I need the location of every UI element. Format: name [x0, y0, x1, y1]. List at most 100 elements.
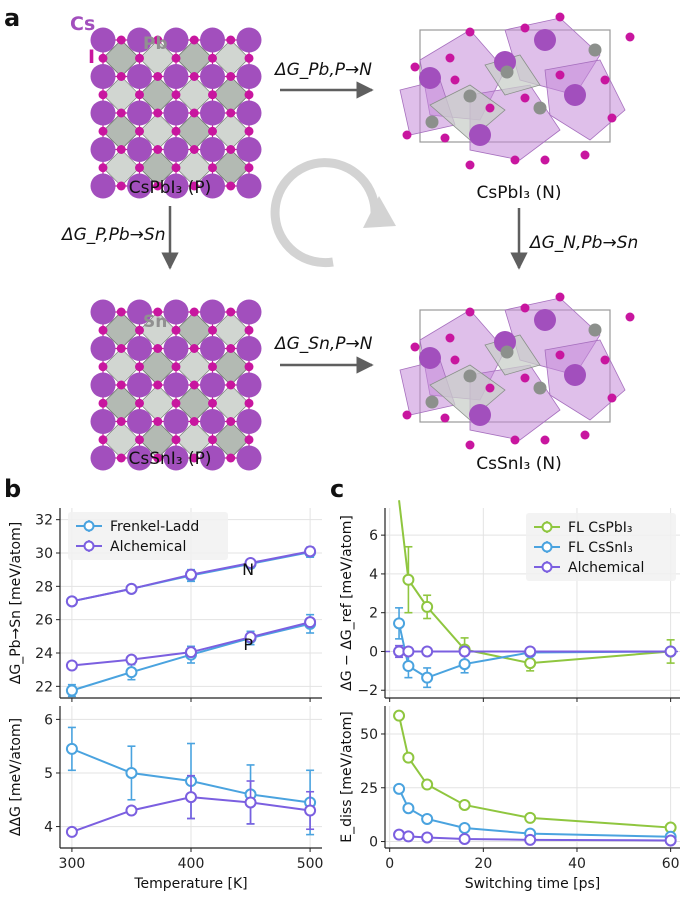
- i-atom: [153, 417, 163, 426]
- i-atom: [244, 398, 254, 408]
- data-point: [125, 653, 138, 666]
- cs-atom: [200, 137, 225, 162]
- i-atom: [208, 398, 217, 408]
- y-tick-label: 24: [35, 646, 53, 662]
- i-atom: [244, 90, 254, 100]
- legend-box: [526, 513, 676, 581]
- legend-box: [68, 512, 228, 560]
- cs-atom: [127, 64, 152, 89]
- cs-atom: [163, 137, 189, 162]
- data-point: [421, 831, 434, 844]
- cs-atom: [236, 372, 262, 398]
- legend-marker: [541, 541, 553, 553]
- i-atom: [171, 325, 181, 335]
- i-atom: [135, 398, 144, 408]
- i-atom: [450, 355, 460, 365]
- cs-atom: [90, 409, 116, 434]
- i-atom: [153, 380, 163, 390]
- y-tick-label: 0: [369, 835, 378, 851]
- i-atom: [135, 325, 144, 335]
- data-point: [65, 742, 78, 755]
- polyhedron: [429, 84, 506, 141]
- metal-atom: [588, 43, 602, 57]
- i-atom: [171, 53, 181, 63]
- i-atom: [208, 126, 217, 136]
- y-tick-label: 25: [360, 781, 378, 797]
- x-tick-label: 0: [385, 856, 394, 872]
- series-line: [398, 500, 671, 665]
- chart-c-bottom: 0 25 50 0 20 40 60 E_diss [meV/atom] Switching t…: [339, 706, 680, 892]
- sn-label: Sn: [143, 312, 167, 332]
- cs-atom: [163, 372, 189, 398]
- arrow-bottom-label: ΔG_Sn,P→N: [273, 334, 373, 354]
- cs-atom: [564, 84, 586, 106]
- cs-atom: [90, 137, 116, 162]
- i-atom: [244, 126, 254, 136]
- i-atom: [116, 344, 126, 353]
- i-label: I: [88, 46, 95, 68]
- cs-atom: [200, 409, 225, 434]
- data-point: [458, 658, 471, 671]
- cs-atom: [90, 445, 116, 471]
- cs-atom: [236, 27, 262, 53]
- i-atom: [171, 362, 181, 372]
- i-atom: [244, 435, 254, 445]
- i-atom: [135, 126, 144, 136]
- metal-atom: [533, 101, 547, 115]
- i-atom: [244, 163, 254, 173]
- data-point: [393, 828, 406, 841]
- arrow-left-label: ΔG_P,Pb→Sn: [60, 225, 165, 245]
- i-atom: [555, 12, 565, 22]
- cs-atom: [200, 299, 225, 325]
- cs-atom: [127, 445, 152, 471]
- panel-c-letter: c: [330, 475, 344, 503]
- i-atom: [189, 35, 199, 45]
- polyhedron: [429, 364, 506, 421]
- cssni3-n-label: CsSnI₃ (N): [476, 454, 562, 474]
- cs-label: Cs: [70, 13, 95, 35]
- y-tick-label: 0: [369, 644, 378, 660]
- i-atom: [189, 145, 199, 154]
- i-atom: [189, 108, 199, 118]
- i-atom: [153, 181, 163, 191]
- cycle-arrow: [270, 158, 380, 268]
- i-atom: [410, 342, 420, 352]
- x-tick-label: 500: [297, 856, 324, 872]
- data-point: [125, 804, 138, 817]
- i-atom: [226, 181, 236, 191]
- i-atom: [98, 398, 108, 408]
- i-atom: [208, 435, 217, 445]
- y-tick-label: 50: [360, 727, 378, 743]
- i-atom: [226, 307, 236, 317]
- i-atom: [244, 325, 254, 335]
- i-atom: [540, 435, 550, 445]
- y-tick-label: 30: [35, 546, 53, 562]
- i-atom: [189, 380, 199, 390]
- cs-atom: [200, 27, 225, 53]
- metal-atom: [463, 89, 477, 103]
- cs-atom: [127, 299, 152, 325]
- data-point: [402, 751, 415, 764]
- i-atom: [189, 417, 199, 426]
- cs-atom: [163, 336, 189, 361]
- series-line: [398, 715, 671, 829]
- i-atom: [98, 325, 108, 335]
- i-atom: [485, 103, 495, 113]
- y-tick-label: 6: [369, 528, 378, 544]
- cs-atom: [127, 336, 152, 361]
- cs-atom: [163, 173, 189, 199]
- data-point: [244, 557, 257, 569]
- i-atom: [510, 155, 520, 165]
- i-atom: [402, 410, 412, 420]
- i-atom: [116, 453, 126, 463]
- legend-label: Frenkel-Ladd: [110, 519, 199, 535]
- y-tick-label: 6: [44, 712, 53, 728]
- data-point: [125, 766, 138, 779]
- i-atom: [226, 145, 236, 154]
- i-atom: [208, 362, 217, 372]
- i-atom: [208, 325, 217, 335]
- i-atom: [189, 344, 199, 353]
- i-atom: [116, 181, 126, 191]
- y-tick-label: 5: [44, 766, 53, 782]
- i-atom: [98, 362, 108, 372]
